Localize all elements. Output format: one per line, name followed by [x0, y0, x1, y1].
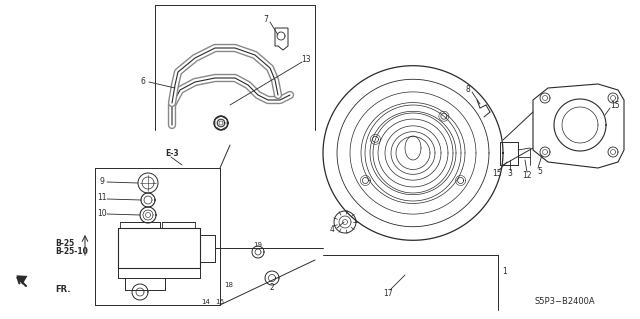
- Text: 12: 12: [522, 172, 532, 181]
- Text: B-25: B-25: [55, 239, 74, 248]
- Text: 14: 14: [202, 299, 211, 305]
- Text: 9: 9: [100, 176, 104, 186]
- Text: 17: 17: [383, 290, 393, 299]
- Text: 5: 5: [538, 167, 543, 176]
- Text: 16: 16: [216, 299, 225, 305]
- Text: 11: 11: [97, 194, 107, 203]
- Text: 3: 3: [508, 169, 513, 179]
- Text: 13: 13: [301, 56, 311, 64]
- Text: 6: 6: [141, 77, 145, 85]
- Text: E-3: E-3: [165, 149, 179, 158]
- Text: 18: 18: [225, 282, 234, 288]
- Text: 4: 4: [330, 226, 335, 234]
- Text: 15: 15: [610, 100, 620, 109]
- Text: 10: 10: [97, 210, 107, 219]
- Text: B-25-10: B-25-10: [55, 248, 88, 256]
- Text: 7: 7: [264, 16, 268, 25]
- Text: FR.: FR.: [55, 286, 70, 294]
- Text: 1: 1: [502, 268, 507, 277]
- Text: 19: 19: [253, 242, 262, 248]
- Text: S5P3−B2400A: S5P3−B2400A: [534, 298, 595, 307]
- Text: 2: 2: [269, 284, 275, 293]
- Text: 8: 8: [466, 85, 470, 94]
- Text: 15: 15: [492, 169, 502, 179]
